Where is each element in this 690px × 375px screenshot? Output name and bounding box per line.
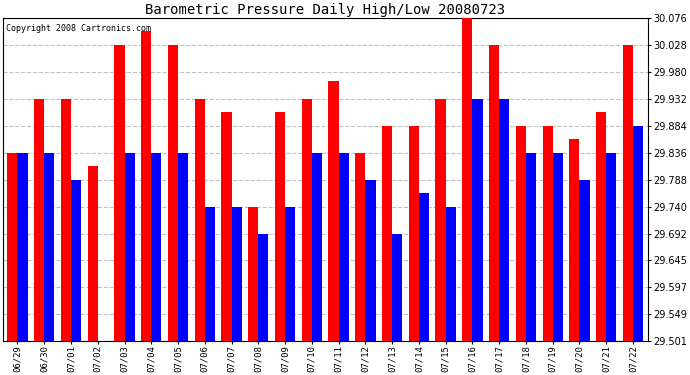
Bar xyxy=(515,126,526,341)
Bar xyxy=(569,140,580,341)
Bar xyxy=(8,153,17,341)
Bar xyxy=(408,126,419,341)
Bar xyxy=(580,180,589,341)
Bar xyxy=(633,126,643,341)
Bar xyxy=(446,207,456,341)
Bar xyxy=(312,153,322,341)
Bar xyxy=(553,153,563,341)
Bar xyxy=(607,153,616,341)
Bar xyxy=(141,32,151,341)
Bar xyxy=(542,126,553,341)
Bar xyxy=(205,207,215,341)
Bar xyxy=(382,126,392,341)
Bar xyxy=(221,112,232,341)
Bar xyxy=(195,99,205,341)
Title: Barometric Pressure Daily High/Low 20080723: Barometric Pressure Daily High/Low 20080… xyxy=(145,3,505,17)
Bar xyxy=(232,207,241,341)
Bar xyxy=(366,180,375,341)
Bar xyxy=(178,153,188,341)
Bar xyxy=(328,81,339,341)
Bar xyxy=(473,99,482,341)
Bar xyxy=(392,234,402,341)
Bar xyxy=(71,180,81,341)
Bar xyxy=(248,207,258,341)
Bar xyxy=(168,45,178,341)
Bar xyxy=(596,112,607,341)
Text: Copyright 2008 Cartronics.com: Copyright 2008 Cartronics.com xyxy=(6,24,151,33)
Bar xyxy=(302,99,312,341)
Bar xyxy=(17,153,28,341)
Bar xyxy=(115,45,124,341)
Bar xyxy=(285,207,295,341)
Bar xyxy=(489,45,499,341)
Bar xyxy=(44,153,55,341)
Bar xyxy=(499,99,509,341)
Bar xyxy=(355,153,366,341)
Bar xyxy=(623,45,633,341)
Bar xyxy=(124,153,135,341)
Bar xyxy=(339,153,348,341)
Bar xyxy=(258,234,268,341)
Bar xyxy=(435,99,446,341)
Bar xyxy=(151,153,161,341)
Bar xyxy=(61,99,71,341)
Bar xyxy=(275,112,285,341)
Bar xyxy=(88,166,98,341)
Bar xyxy=(34,99,44,341)
Bar xyxy=(419,194,429,341)
Bar xyxy=(462,18,473,341)
Bar xyxy=(526,153,536,341)
